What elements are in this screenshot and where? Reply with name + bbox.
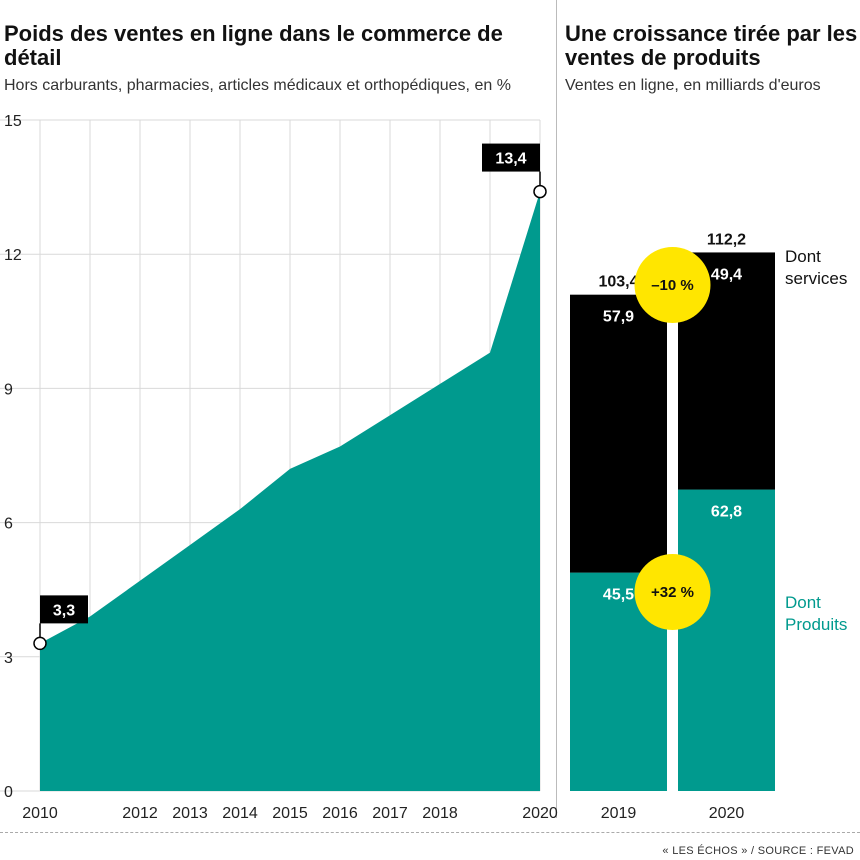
bar-produits — [678, 489, 775, 791]
annotation-label: 13,4 — [495, 151, 526, 168]
bar-chart-subtitle: Ventes en ligne, en milliards d'euros — [565, 77, 821, 94]
x-tick-label: 2012 — [122, 805, 158, 822]
legend-produits-line2: Produits — [785, 615, 847, 634]
y-tick-label: 6 — [4, 516, 13, 533]
change-label-services: –10 % — [651, 277, 694, 294]
source-credit: « LES ÉCHOS » / SOURCE : FEVAD — [662, 845, 854, 857]
bar-services-label: 57,9 — [603, 309, 634, 326]
footer-rule — [0, 832, 860, 833]
x-tick-label: 2020 — [522, 805, 558, 822]
change-label-produits: +32 % — [651, 584, 694, 601]
bar-chart-title: Une croissance tirée par les ventes de p… — [565, 21, 858, 70]
bar-services — [570, 294, 667, 573]
x-tick-label: 2020 — [709, 805, 745, 822]
legend-services-line1: Dont — [785, 247, 821, 266]
y-tick-label: 9 — [4, 381, 13, 398]
bar-services-label: 49,4 — [711, 266, 742, 283]
bar-produits-label: 45,5 — [603, 587, 634, 604]
annotation-marker — [533, 184, 547, 199]
x-tick-label: 2015 — [272, 805, 308, 822]
y-tick-label: 3 — [4, 650, 13, 667]
annotation-flag — [40, 595, 88, 624]
change-badge-services — [634, 247, 711, 323]
bar-produits-label: 62,8 — [711, 504, 742, 521]
area-chart-subtitle: Hors carburants, pharmacies, articles mé… — [4, 77, 511, 94]
annotation-flag — [482, 143, 540, 172]
annotation-marker — [33, 636, 47, 651]
area-chart-title: Poids des ventes en ligne dans le commer… — [4, 21, 503, 70]
legend-services-line2: services — [785, 269, 847, 288]
x-tick-label: 2017 — [372, 805, 408, 822]
panel-divider — [556, 0, 557, 818]
x-tick-label: 2018 — [422, 805, 458, 822]
stacked-bar-chart: 103,4 57,9 45,5 2019 112,2 49,4 62,8 2020 –10 % +… — [570, 231, 847, 822]
y-tick-label: 15 — [4, 113, 22, 130]
x-tick-label: 2019 — [601, 805, 637, 822]
x-tick-label: 2010 — [22, 805, 58, 822]
bar-total-label: 112,2 — [707, 231, 746, 248]
area-series — [40, 191, 540, 791]
y-tick-label: 0 — [4, 784, 13, 801]
area-chart: 0 3 6 9 12 15 2010 2012 2013 2014 2015 2016 2017 2018… — [0, 113, 558, 822]
annotation-label: 3,3 — [53, 602, 75, 619]
x-tick-label: 2016 — [322, 805, 358, 822]
bar-total-label: 103,4 — [598, 274, 638, 291]
legend-produits-line1: Dont — [785, 593, 821, 612]
change-badge-produits — [634, 554, 711, 630]
y-tick-label: 12 — [4, 247, 22, 264]
x-tick-label: 2014 — [222, 805, 258, 822]
chart-canvas: 0 3 6 9 12 15 2010 2012 2013 2014 2015 2016 2017 2018… — [0, 113, 847, 822]
x-tick-label: 2013 — [172, 805, 208, 822]
